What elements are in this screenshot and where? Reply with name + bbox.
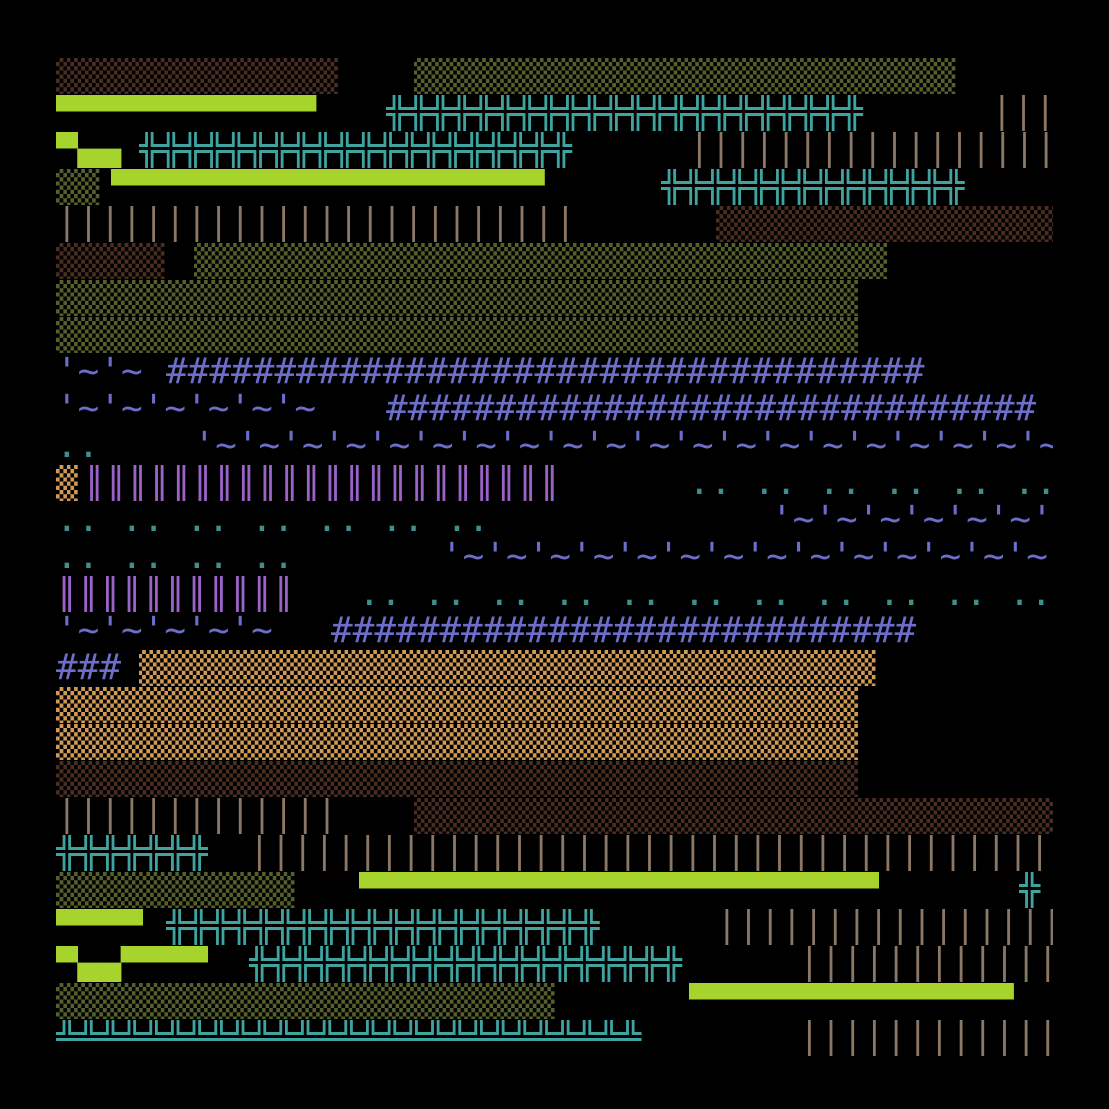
ascii-segment: ▒▒▒▒▒ [56, 243, 165, 279]
ascii-row: ▒▒▒▒▒▒▒▒▒▒▒▒▒▒▒▒▒▒▒▒▒▒▒▒▒▒▒▒▒▒▒▒▒▒▒▒▒ [56, 317, 1053, 353]
ascii-row: .. .. .. .. .. .. .. '~'~'~'~'~'~'~'~'~'~… [56, 502, 1053, 538]
ascii-segment: ││││││││││││││││││││││││││││││││││││││ [248, 835, 1054, 871]
ascii-row: ### ▒▒▒▒▒▒▒▒▒▒▒▒▒▒▒▒▒▒▒▒▒▒▒▒▒▒▒▒▒▒▒▒▒▒ [56, 650, 1053, 686]
ascii-row: ╬╬╬╬╬╬╬ │││││││││││││││││││││││││││││││││… [56, 835, 1053, 871]
ascii-segment: ▒▒▒▒▒▒▒▒▒▒▒▒▒▒▒▒▒▒▒▒▒▒▒▒▒▒▒▒▒▒▒▒▒▒▒▒▒ [56, 280, 858, 316]
ascii-segment: '~'~'~'~'~'~ [56, 391, 317, 427]
ascii-segment: ╩╩╩╩╩╩╩╩╩╩╩╩╩╩╩╩╩╩╩╩╩╩╩╩╩╩╩ [56, 1020, 642, 1056]
ascii-segment: ││││││││││││││││││││││││││││││││││ [688, 132, 1054, 168]
ascii-row: ▒▒▒▒▒▒▒▒▒▒▒▒▒▒▒▒▒▒▒▒▒▒▒▒▒▒▒▒▒▒▒▒▒▒▒▒▒ [56, 687, 1053, 723]
ascii-segment: ▀▀▀▀▀▀▀▀▀▀▀▀▀▀▀ [688, 983, 1014, 1019]
ascii-art-grid: ▒▒▒▒▒▒▒▒▒▒▒▒▒ ▒▒▒▒▒▒▒▒▒▒▒▒▒▒▒▒▒▒▒▒▒▒▒▒▒ ▀▀… [56, 58, 1053, 1058]
ascii-segment: ▀▀▀▀▀▀▀▀▀▀▀▀▀▀▀▀▀▀▀▀▀▀▀▀ [358, 872, 879, 908]
ascii-row: ▒▒▒▒▒▒▒▒▒▒▒▒▒▒▒▒▒▒▒▒▒▒▒ ▀▀▀▀▀▀▀▀▀▀▀▀▀▀▀ [56, 983, 1053, 1019]
ascii-segment: ▒▒ [56, 169, 100, 205]
ascii-row: ▀▄▄▀▀▀▀ ╬╬╬╬╬╬╬╬╬╬╬╬╬╬╬╬╬╬╬╬ │││││││││││││… [56, 946, 1053, 982]
ascii-segment: ╬╬╬╬╬╬╬╬╬╬╬╬╬╬ [661, 169, 965, 205]
ascii-segment: ╬╬╬╬╬╬╬╬╬╬╬╬╬╬╬╬╬╬╬╬╬╬ [386, 95, 863, 131]
ascii-segment: ▀▄▄ [56, 132, 122, 168]
ascii-row: ▒ ║║║║║║║║║║║║║║║║║║║║║║ .. .. .. .. .. ..… [56, 465, 1053, 501]
ascii-row: '~'~'~'~'~'~ ############################… [56, 391, 1053, 427]
ascii-segment: ▒▒▒▒▒▒▒▒▒▒▒ [56, 872, 295, 908]
ascii-segment: ││││││││││││││││││ [798, 946, 1054, 982]
ascii-row: ▒▒▒▒▒▒▒▒▒▒▒▒▒▒▒▒▒▒▒▒▒▒▒▒▒▒▒▒▒▒▒▒▒▒▒▒▒ [56, 280, 1053, 316]
ascii-segment: .. .. .. .. .. .. .. [56, 502, 490, 538]
ascii-row: ▀▀▀▀▀▀▀▀▀▀▀▀ ╬╬╬╬╬╬╬╬╬╬╬╬╬╬╬╬╬╬╬╬╬╬ │││ [56, 95, 1053, 131]
ascii-segment: ││││││││││││││││││ [716, 909, 1053, 945]
ascii-segment: ║║║║║║║║║║║║║║║║║║║║║║ [83, 465, 561, 501]
ascii-segment: ▀▄▄▀▀▀▀ [56, 946, 208, 982]
ascii-row: ││││││││││││││││││││││││ ▒▒▒▒▒▒▒▒▒▒▒▒▒▒▒▒… [56, 206, 1053, 242]
ascii-row: ▒▒ ▀▀▀▀▀▀▀▀▀▀▀▀▀▀▀▀▀▀▀▀ ╬╬╬╬╬╬╬╬╬╬╬╬╬╬ [56, 169, 1053, 205]
ascii-row: '~'~'~'~'~###########################▒▒▒… [56, 613, 1053, 649]
ascii-segment: ▒▒▒▒▒▒▒▒▒▒▒▒▒▒▒▒▒▒▒▒▒▒▒▒▒▒▒▒▒▒▒▒ [193, 243, 888, 279]
ascii-row: │││││││││││││ ▒▒▒▒▒▒▒▒▒▒▒▒▒▒▒▒▒▒▒▒▒▒▒▒▒▒▒… [56, 798, 1053, 834]
ascii-row: ║║║║║║║║║║║ .. .. .. .. .. .. .. .. .. ..… [56, 576, 1053, 612]
ascii-row: ▀▀▀▀ ╬╬╬╬╬╬╬╬╬╬╬╬╬╬╬╬╬╬╬╬ ││││││││││││││││… [56, 909, 1053, 945]
ascii-segment: ▒▒▒▒▒▒▒▒▒▒▒▒▒▒▒▒▒▒▒▒▒▒▒▒ [716, 206, 1053, 242]
ascii-row: ▒▒▒▒▒▒▒▒▒▒▒▒▒▒▒▒▒▒▒▒▒▒▒▒▒▒▒▒▒▒▒▒▒▒▒▒▒ [56, 761, 1053, 797]
ascii-segment: ▒ [56, 465, 78, 501]
ascii-segment: ▀▀▀▀ [56, 909, 143, 945]
ascii-segment: ╬╬╬╬╬╬╬╬╬╬╬╬╬╬╬╬╬╬╬╬ [138, 132, 572, 168]
ascii-segment: ▀▀▀▀▀▀▀▀▀▀▀▀ [56, 95, 317, 131]
ascii-segment: .. .. .. .. .. .. .. .. .. .. .. [688, 465, 1054, 501]
ascii-segment: ╬ [1018, 872, 1041, 908]
ascii-segment: ▒▒▒▒▒▒▒▒▒▒▒▒▒▒▒▒▒▒▒▒▒▒▒▒▒▒▒▒▒▒▒▒▒▒▒▒▒ [56, 687, 858, 723]
ascii-segment: .. .. .. .. [56, 539, 295, 575]
ascii-row: ▒▒▒▒▒▒▒▒▒▒▒ ▀▀▀▀▀▀▀▀▀▀▀▀▀▀▀▀▀▀▀▀▀▀▀▀ ╬ [56, 872, 1053, 908]
ascii-segment: ########################### [331, 613, 917, 649]
ascii-segment: ▒▒▒▒▒▒▒▒▒▒▒▒▒▒▒▒▒▒▒▒▒▒▒ [56, 983, 555, 1019]
ascii-row: ╩╩╩╩╩╩╩╩╩╩╩╩╩╩╩╩╩╩╩╩╩╩╩╩╩╩╩ │││││││││││││… [56, 1020, 1053, 1056]
ascii-segment: .. .. .. .. .. .. .. .. .. .. .. .. .. .… [358, 576, 1054, 612]
ascii-segment: │││ [991, 95, 1053, 131]
ascii-segment: ▒▒▒▒▒▒▒▒▒▒▒▒▒▒▒▒▒▒▒▒▒▒▒▒▒▒▒▒▒▒▒▒▒▒▒▒▒ [56, 724, 858, 760]
ascii-segment: ╬╬╬╬╬╬╬╬╬╬╬╬╬╬╬╬╬╬╬╬ [248, 946, 682, 982]
ascii-segment: ▒▒▒▒▒▒▒▒▒▒▒▒▒▒▒▒▒▒▒▒▒▒▒▒▒▒▒▒▒▒ [413, 798, 1054, 834]
ascii-segment: ▒▒▒▒▒▒▒▒▒▒▒▒▒▒▒▒▒▒▒▒▒▒▒▒▒▒▒▒▒▒▒▒▒▒ [138, 650, 876, 686]
ascii-row: ▒▒▒▒▒▒▒▒▒▒▒▒▒▒▒▒▒▒▒▒▒▒▒▒▒▒▒▒▒▒▒▒▒▒▒▒▒ [56, 724, 1053, 760]
ascii-segment: ▒▒▒▒▒▒▒▒▒▒▒▒▒▒▒▒▒▒▒▒▒▒▒▒▒▒▒▒▒▒▒▒▒▒▒▒▒ [56, 761, 858, 797]
ascii-segment: '~'~'~'~'~'~'~'~'~'~'~'~'~'~'~'~'~'~'~'~… [193, 428, 1054, 464]
ascii-segment: ││││││││││││││││││││││││ [56, 206, 577, 242]
ascii-row: ▀▄▄ ╬╬╬╬╬╬╬╬╬╬╬╬╬╬╬╬╬╬╬╬ │││││││││││││││││… [56, 132, 1053, 168]
ascii-segment: │││││││││││││ [56, 798, 338, 834]
ascii-segment: ▒▒▒▒▒▒▒▒▒▒▒▒▒▒▒▒▒▒▒▒▒▒▒▒▒▒▒▒▒▒▒▒▒▒▒▒▒ [56, 317, 858, 353]
ascii-row: '~'~ ################################### [56, 354, 1053, 390]
ascii-segment: ▀▀▀▀▀▀▀▀▀▀▀▀▀▀▀▀▀▀▀▀ [111, 169, 545, 205]
ascii-segment: .. [56, 428, 100, 464]
ascii-segment: '~'~ [56, 354, 143, 390]
ascii-segment: '~'~'~'~'~ [56, 613, 273, 649]
ascii-row: .. '~'~'~'~'~'~'~'~'~'~'~'~'~'~'~'~'~'~'… [56, 428, 1053, 464]
ascii-segment: ############################## [386, 391, 1037, 427]
ascii-segment: ╬╬╬╬╬╬╬╬╬╬╬╬╬╬╬╬╬╬╬╬ [166, 909, 600, 945]
ascii-segment: ║║║║║║║║║║║ [56, 576, 295, 612]
ascii-segment: ▒▒▒▒▒▒▒▒▒▒▒▒▒ [56, 58, 338, 94]
ascii-segment: ╬╬╬╬╬╬╬ [56, 835, 208, 871]
ascii-row: ▒▒▒▒▒▒▒▒▒▒▒▒▒ ▒▒▒▒▒▒▒▒▒▒▒▒▒▒▒▒▒▒▒▒▒▒▒▒▒ [56, 58, 1053, 94]
ascii-segment: ││││││││││││││ [798, 1020, 1054, 1056]
ascii-segment: ### [56, 650, 122, 686]
ascii-segment: ▒▒▒▒▒▒▒▒▒▒▒▒▒▒▒▒▒▒▒▒▒▒▒▒▒ [413, 58, 956, 94]
ascii-segment: '~'~'~'~'~'~'~'~'~'~'~'~'~'~'~'~'~'~'~'~… [441, 539, 1053, 575]
ascii-segment: '~'~'~'~'~'~'~'~'~'~'~'~'~'~'~'~'~'~'~'~… [771, 502, 1053, 538]
ascii-row: ▒▒▒▒▒▒▒▒▒▒▒▒▒▒▒▒▒▒▒▒▒▒▒▒▒▒▒▒▒▒▒▒▒▒▒▒▒ [56, 243, 1053, 279]
ascii-segment: ################################### [166, 354, 925, 390]
ascii-row: .. .. .. .. '~'~'~'~'~'~'~'~'~'~'~'~'~'~'… [56, 539, 1053, 575]
